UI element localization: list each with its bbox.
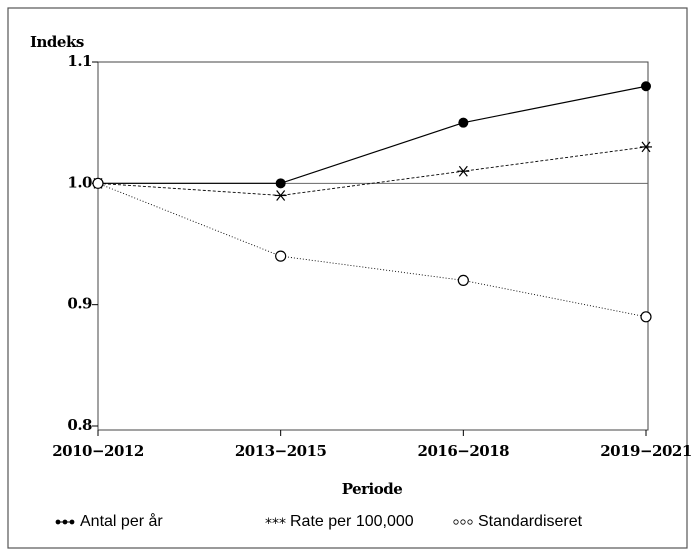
x-tick-label: 2013−2015 [235, 442, 327, 460]
marker [640, 311, 652, 323]
legend-item: Standardiseret [453, 513, 583, 530]
marker [457, 274, 469, 286]
legend-label: Standardiseret [478, 513, 583, 530]
legend-symbol [460, 519, 466, 525]
legend-item: Antal per år [55, 512, 163, 530]
legend-symbol [467, 519, 473, 525]
legend-symbol: * [279, 516, 286, 532]
y-tick-label: 0.9 [67, 295, 92, 313]
y-tick-label: 0.8 [67, 416, 92, 434]
marker [640, 141, 652, 153]
asterisk-stroke [276, 190, 286, 201]
legend-item: * * * Rate per 100,000 [265, 513, 414, 532]
legend-symbol: * [272, 516, 279, 532]
legend-label: Antal per år [80, 512, 163, 530]
marker [275, 178, 286, 189]
x-tick-label: 2019−2021 [600, 442, 692, 460]
marker [92, 177, 104, 189]
marker [641, 81, 651, 92]
y-tick-label: 1.1 [67, 52, 92, 70]
series-line [97, 182, 647, 318]
marker [275, 250, 287, 262]
asterisk-stroke [458, 165, 468, 177]
series-line [97, 146, 647, 196]
plot-frame [97, 61, 649, 431]
marker [458, 117, 469, 128]
series-line [98, 85, 647, 184]
legend-symbol [453, 519, 459, 525]
y-axis-label: Indeks [30, 33, 84, 51]
marker [457, 165, 470, 177]
marker [274, 190, 287, 201]
x-axis-label: Periode [342, 480, 403, 498]
legend-symbol: * [265, 516, 272, 532]
x-tick-label: 2010−2012 [52, 442, 144, 460]
y-tick-label: 1.0 [67, 173, 92, 191]
outer-frame [7, 7, 688, 549]
legend-label: Rate per 100,000 [290, 513, 414, 530]
asterisk-stroke [641, 141, 651, 153]
x-tick-label: 2016−2018 [418, 442, 510, 460]
